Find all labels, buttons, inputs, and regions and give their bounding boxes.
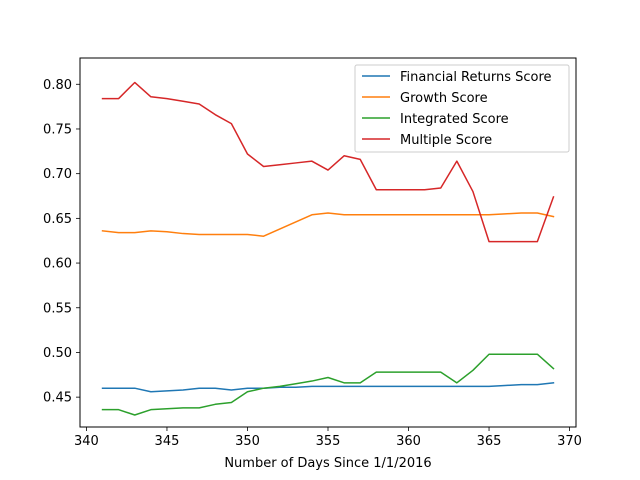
y-tick-label: 0.55 [43, 301, 72, 316]
x-tick-label: 350 [235, 434, 260, 449]
series-line-financial-returns-score [101, 382, 555, 393]
x-tick-label: 355 [316, 434, 341, 449]
y-tick-label: 0.50 [43, 346, 72, 361]
legend: Financial Returns Score Growth Score Integ… [354, 64, 570, 153]
series-line-growth-score [101, 212, 555, 237]
y-axis-ticks: 0.45 0.50 0.55 0.60 0.65 0.70 0.75 0.80 [43, 78, 80, 406]
x-tick-label: 370 [557, 434, 582, 449]
y-tick-label: 0.60 [43, 257, 72, 272]
x-axis-label: Number of Days Since 1/1/2016 [224, 456, 431, 471]
x-tick-label: 340 [74, 434, 99, 449]
y-tick-label: 0.75 [43, 122, 72, 137]
y-tick-label: 0.80 [43, 78, 72, 93]
legend-label-integrated-score: Integrated Score [400, 112, 509, 127]
series-line-integrated-score [101, 353, 555, 416]
legend-label-multiple-score: Multiple Score [400, 133, 492, 148]
legend-label-financial-returns-score: Financial Returns Score [400, 70, 552, 85]
legend-label-growth-score: Growth Score [400, 91, 488, 106]
y-tick-label: 0.70 [43, 167, 72, 182]
x-tick-label: 365 [477, 434, 502, 449]
legend-box [354, 64, 570, 153]
series-layer [101, 81, 555, 416]
x-axis-ticks: 340 345 350 355 360 365 370 [74, 427, 582, 449]
x-tick-label: 360 [396, 434, 421, 449]
x-tick-label: 345 [155, 434, 180, 449]
series-line-multiple-score [101, 81, 555, 243]
y-tick-label: 0.45 [43, 391, 72, 406]
y-tick-label: 0.65 [43, 212, 72, 227]
